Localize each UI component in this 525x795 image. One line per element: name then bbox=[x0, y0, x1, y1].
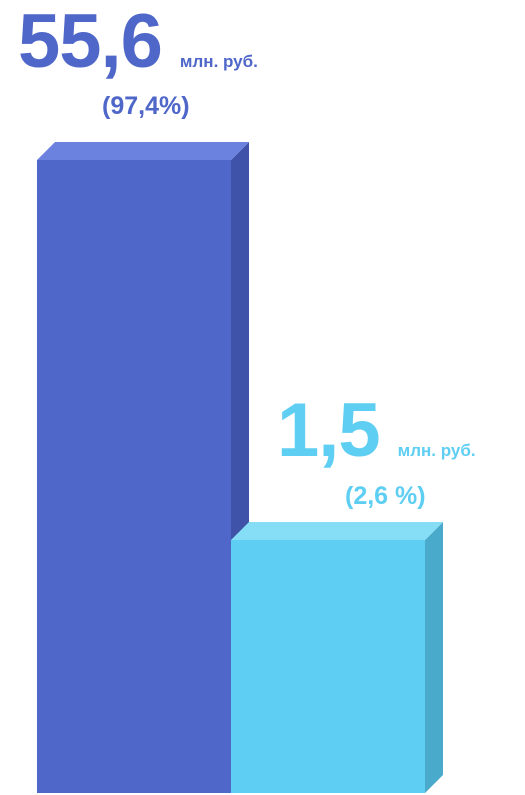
bars-group bbox=[37, 142, 443, 793]
bar-1 bbox=[37, 142, 249, 793]
bar-2-percent-label: (2,6 %) bbox=[345, 482, 426, 510]
bar-1-percent-label: (97,4%) bbox=[102, 92, 190, 120]
bar-2-unit-label: млн. руб. bbox=[397, 441, 476, 460]
bar-2-front-face bbox=[231, 540, 425, 793]
bar-2-top-face bbox=[231, 522, 443, 540]
bar-1-unit-label: млн. руб. bbox=[179, 52, 258, 71]
bar-2 bbox=[231, 522, 443, 793]
bar-1-value-group: 55,6 млн. руб. bbox=[18, 4, 258, 80]
bar-2-value-label: 1,5 bbox=[277, 388, 381, 473]
bar-2-value-group: 1,5 млн. руб. bbox=[277, 393, 476, 469]
bar-1-value-label: 55,6 bbox=[18, 0, 163, 84]
bar-1-front-face bbox=[37, 160, 231, 793]
bar-1-top-face bbox=[37, 142, 249, 160]
bar-2-side-face bbox=[425, 522, 443, 793]
